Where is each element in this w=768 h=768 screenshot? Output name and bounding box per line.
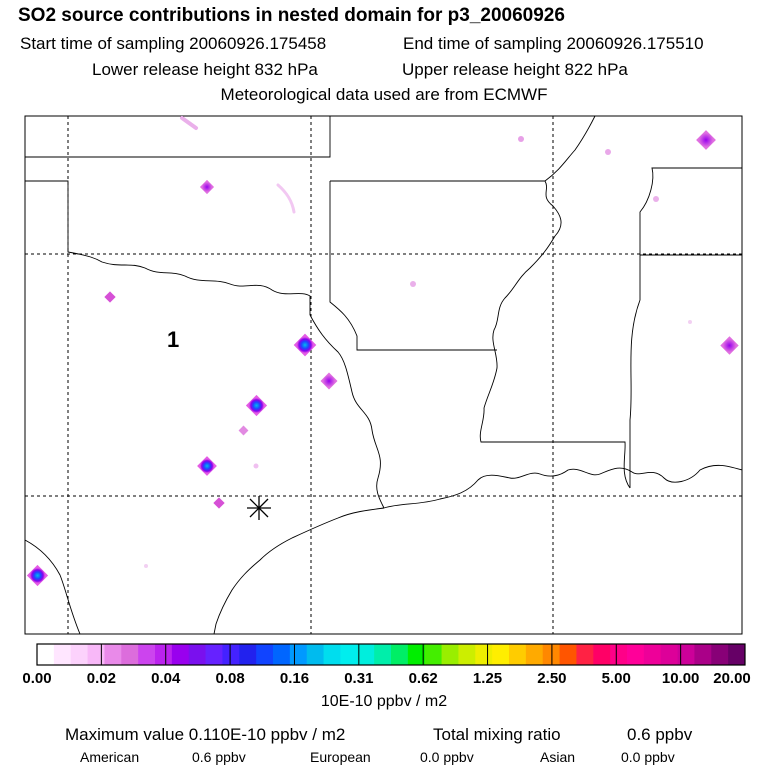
start-time: Start time of sampling 20060926.175458 <box>20 34 327 53</box>
colorbar-swatch <box>492 644 510 665</box>
gulf-coastline <box>213 464 743 635</box>
colorbar-swatch <box>138 644 156 665</box>
colorbar-swatch <box>391 644 409 665</box>
max-value: Maximum value 0.110E-10 ppbv / m2 <box>65 725 346 744</box>
colorbar-swatch <box>273 644 291 665</box>
upper-release-height: Upper release height 822 hPa <box>402 60 628 79</box>
plume-cell <box>26 564 49 587</box>
colorbar-swatch <box>357 644 375 665</box>
colorbar-swatch <box>509 644 527 665</box>
colorbar-swatch <box>458 644 476 665</box>
plume-cell <box>197 456 217 476</box>
colorbar-swatch <box>104 644 122 665</box>
colorbar-swatch <box>694 644 712 665</box>
region-european-name: European <box>310 749 371 765</box>
map-frame <box>24 115 743 635</box>
colorbar-swatch <box>121 644 139 665</box>
colorbar-swatch <box>643 644 662 665</box>
mexico-border <box>24 539 81 635</box>
colorbar-swatch <box>475 644 493 665</box>
colorbar-swatch <box>525 644 544 665</box>
plume-cell <box>720 336 739 355</box>
colorbar-tick-label: 0.16 <box>279 670 310 687</box>
state-borders <box>25 115 742 509</box>
colorbar-swatch <box>711 644 729 665</box>
colorbar-tick-label: 0.62 <box>408 670 438 687</box>
region-asian-value: 0.0 ppbv <box>621 749 675 765</box>
colorbar-swatch <box>155 644 173 665</box>
colorbar-tick-label: 0.00 <box>22 670 52 687</box>
region-american-name: American <box>80 749 140 765</box>
colorbar-tick-label: 2.50 <box>537 670 567 687</box>
colorbar-swatch <box>576 644 594 665</box>
plume-cell <box>199 179 215 195</box>
colorbar-swatch <box>407 644 426 665</box>
colorbar-swatch <box>542 644 561 665</box>
lower-release-height: Lower release height 832 hPa <box>92 60 318 79</box>
colorbar-swatch <box>53 644 72 665</box>
colorbar-swatch <box>610 644 628 665</box>
colorbar-swatch <box>593 644 611 665</box>
colorbar-swatch <box>256 644 274 665</box>
colorbar-swatch <box>627 644 645 665</box>
plume-cell <box>213 497 225 509</box>
met-data-source: Meteorological data used are from ECMWF <box>220 85 548 104</box>
colorbar <box>36 643 746 666</box>
plume-cell <box>293 333 317 357</box>
source-location-marker <box>247 496 271 520</box>
total-mixing-value: 0.6 ppbv <box>627 725 693 744</box>
colorbar-swatch <box>340 644 358 665</box>
colorbar-tick-label: 1.25 <box>472 670 503 687</box>
colorbar-swatch <box>222 644 240 665</box>
colorbar-swatch <box>306 644 325 665</box>
colorbar-swatch <box>171 644 190 665</box>
colorbar-swatch <box>660 644 679 665</box>
region-european-value: 0.0 ppbv <box>420 749 474 765</box>
total-mixing-label: Total mixing ratio <box>433 725 561 744</box>
colorbar-swatch <box>70 644 89 665</box>
colorbar-swatch <box>374 644 392 665</box>
colorbar-swatch <box>87 644 105 665</box>
colorbar-swatch <box>559 644 577 665</box>
colorbar-swatch <box>323 644 341 665</box>
colorbar-frame <box>36 643 746 666</box>
end-time: End time of sampling 20060926.175510 <box>403 34 704 53</box>
colorbar-swatch <box>239 644 257 665</box>
plume-cell <box>238 425 249 436</box>
colorbar-swatch <box>289 644 308 665</box>
met-data-row: Meteorological data used are from ECMWF <box>0 85 768 105</box>
source-label: 1 <box>167 327 179 352</box>
colorbar-swatch <box>205 644 223 665</box>
plot-title: SO2 source contributions in nested domai… <box>18 5 565 26</box>
colorbar-tick-label: 0.31 <box>344 670 374 687</box>
colorbar-tick-label: 10.00 <box>661 670 700 687</box>
colorbar-swatch <box>424 644 443 665</box>
colorbar-swatch <box>441 644 459 665</box>
plume-cell <box>320 372 338 390</box>
colorbar-tick-label: 20.00 <box>713 670 751 687</box>
colorbar-tick-label: 5.00 <box>601 670 631 687</box>
region-asian-name: Asian <box>540 749 576 765</box>
colorbar-swatch <box>728 644 746 665</box>
colorbar-swatch <box>37 644 55 665</box>
colorbar-tick-label: 0.02 <box>86 670 116 687</box>
colorbar-units: 10E-10 ppbv / m2 <box>320 693 448 710</box>
colorbar-tick-label: 0.04 <box>151 670 181 687</box>
region-american-value: 0.6 ppbv <box>192 749 246 765</box>
colorbar-swatch <box>677 644 695 665</box>
colorbar-swatch <box>188 644 207 665</box>
colorbar-tick-label: 0.08 <box>215 670 245 687</box>
